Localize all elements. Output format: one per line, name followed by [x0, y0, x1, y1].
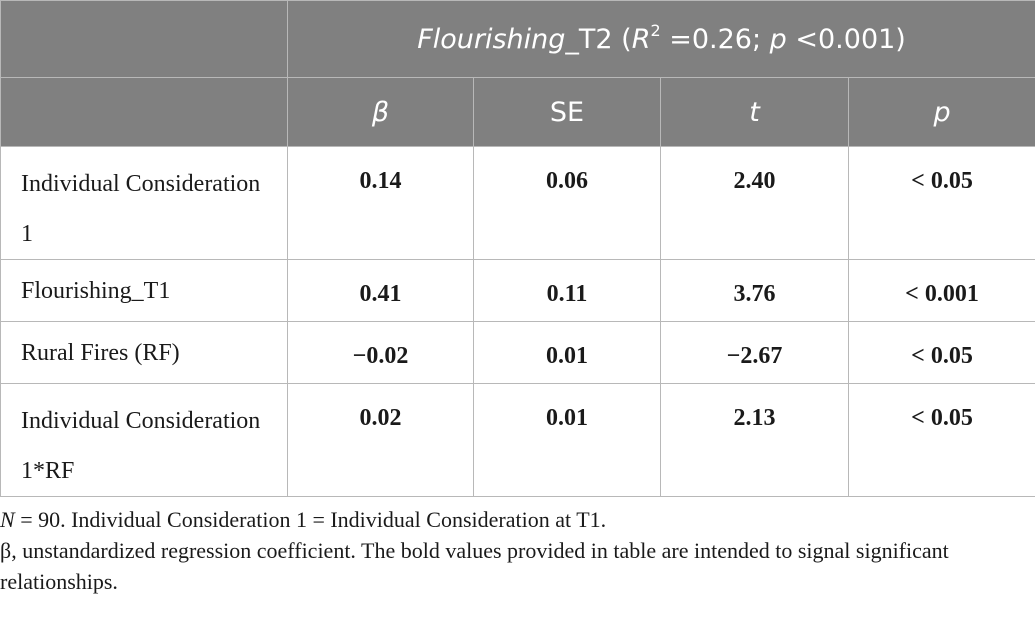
table-row: Rural Fires (RF) −0.02 0.01 −2.67 < 0.05	[0, 321, 1035, 384]
p-value: <0.001)	[786, 24, 906, 55]
dv-suffix: _T2 (	[565, 24, 632, 55]
row-label: Individual Consideration 1	[0, 146, 288, 260]
row-label: Flourishing_T1	[0, 259, 288, 322]
se-value: 0.01	[473, 321, 661, 384]
row-label: Individual Consideration 1*RF	[0, 383, 288, 497]
p-value-cell: < 0.001	[847, 259, 1035, 322]
r-superscript: 2	[650, 21, 661, 40]
column-header-se: SE	[473, 77, 661, 147]
dv-label: Flourishing	[417, 24, 566, 55]
note-line1: = 90. Individual Consideration 1 = Indiv…	[14, 507, 607, 532]
se-value: 0.11	[473, 259, 661, 322]
note-sample-size: N = 90. Individual Consideration 1 = Ind…	[0, 504, 1035, 535]
p-value-cell: < 0.05	[847, 321, 1035, 384]
column-header-p: p	[847, 77, 1035, 147]
beta-value: −0.02	[287, 321, 474, 384]
beta-value: 0.41	[287, 259, 474, 322]
header-row-title: Flourishing_T2 (R2 =0.26; p <0.001)	[0, 0, 1035, 78]
header-empty-cell	[0, 0, 288, 78]
beta-value: 0.14	[287, 146, 474, 260]
n-label: N	[0, 507, 15, 532]
se-value: 0.06	[473, 146, 661, 260]
r-label: R	[631, 24, 651, 55]
beta-value: 0.02	[287, 383, 474, 497]
regression-table: Flourishing_T2 (R2 =0.26; p <0.001) β SE…	[0, 0, 1035, 497]
table-row: Flourishing_T1 0.41 0.11 3.76 < 0.001	[0, 259, 1035, 322]
t-value: 2.40	[660, 146, 849, 260]
p-value-cell: < 0.05	[847, 383, 1035, 497]
table-notes: N = 90. Individual Consideration 1 = Ind…	[0, 504, 1035, 597]
t-value: −2.67	[660, 321, 849, 384]
t-value: 2.13	[660, 383, 849, 497]
column-header-t: t	[660, 77, 849, 147]
table-row: Individual Consideration 1*RF 0.02 0.01 …	[0, 383, 1035, 497]
p-value-cell: < 0.05	[847, 146, 1035, 260]
column-header-beta: β	[287, 77, 474, 147]
row-label: Rural Fires (RF)	[0, 321, 288, 384]
t-value: 3.76	[660, 259, 849, 322]
header-empty-cell	[0, 77, 288, 147]
note-beta-definition: β, unstandardized regression coefficient…	[0, 538, 949, 594]
dependent-variable-header: Flourishing_T2 (R2 =0.26; p <0.001)	[286, 0, 1035, 78]
se-value: 0.01	[473, 383, 661, 497]
table-row: Individual Consideration 1 0.14 0.06 2.4…	[0, 146, 1035, 260]
r-value: =0.26;	[660, 24, 770, 55]
header-row-columns: β SE t p	[0, 77, 1035, 147]
p-label: p	[769, 24, 787, 55]
